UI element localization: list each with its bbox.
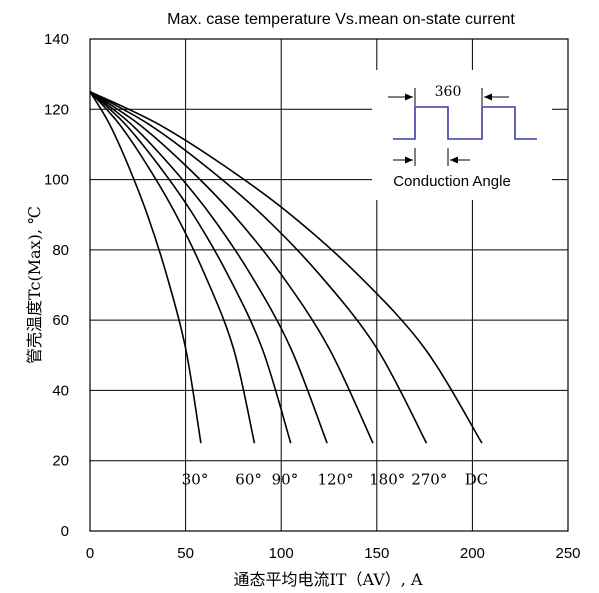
series-line (89, 91, 256, 444)
y-axis-label: 管壳温度Tc(Max), ℃ (25, 206, 44, 364)
conduction-angle-label: Conduction Angle (393, 173, 511, 190)
conduction-arrowhead-left (405, 156, 413, 164)
y-tick-label: 140 (44, 31, 69, 48)
x-tick-label: 0 (86, 545, 94, 562)
curve-label: 180° (369, 470, 405, 488)
series-line (89, 91, 374, 444)
x-tick-labels: 0 50 100 150 200 250 (86, 545, 581, 562)
y-tick-label: 40 (52, 382, 69, 399)
y-tick-label: 100 (44, 172, 69, 189)
inset-background (372, 70, 552, 200)
series-line (89, 91, 428, 444)
x-tick-label: 50 (177, 545, 194, 562)
waveform-line (393, 106, 537, 140)
y-tick-label: 80 (52, 242, 69, 259)
x-tick-label: 200 (460, 545, 485, 562)
curve-label: 60° (235, 470, 262, 488)
x-axis-label: 通态平均电流IT（AV）, A (233, 570, 422, 589)
curve-label: 270° (411, 470, 447, 488)
series-line (89, 91, 202, 444)
x-tick-label: 150 (364, 545, 389, 562)
y-tick-label: 0 (61, 523, 69, 540)
period-arrowhead-right (484, 93, 492, 101)
series-line (89, 91, 328, 444)
conduction-arrowhead-right (450, 156, 458, 164)
curve-label: DC (465, 470, 489, 488)
series-line (89, 90, 483, 444)
chart-title: Max. case temperature Vs.mean on-state c… (167, 11, 515, 28)
y-tick-label: 120 (44, 101, 69, 118)
x-tick-label: 250 (555, 545, 580, 562)
y-tick-label: 60 (52, 312, 69, 329)
series-lines (89, 90, 483, 444)
curve-labels: 30° 60° 90° 120° 180° 270° DC (182, 470, 488, 488)
curve-label: 90° (272, 470, 299, 488)
curve-label: 120° (318, 470, 354, 488)
x-tick-label: 100 (269, 545, 294, 562)
period-label: 360 (435, 84, 462, 100)
conduction-angle-inset: 360 Conduction Angle (372, 70, 552, 200)
series-line (89, 91, 292, 444)
plot-frame (89, 38, 569, 532)
period-arrowhead-left (405, 93, 413, 101)
curve-label: 30° (182, 470, 209, 488)
y-tick-labels: 0 20 40 60 80 100 120 140 (44, 31, 69, 540)
y-tick-label: 20 (52, 453, 69, 470)
